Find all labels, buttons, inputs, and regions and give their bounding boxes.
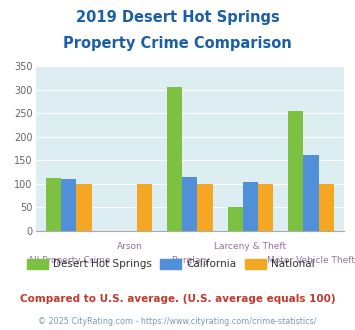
Text: All Property Crime: All Property Crime: [28, 256, 110, 265]
Legend: Desert Hot Springs, California, National: Desert Hot Springs, California, National: [23, 255, 319, 274]
Bar: [46, 178, 61, 231]
Bar: [319, 184, 334, 231]
Text: Property Crime Comparison: Property Crime Comparison: [63, 36, 292, 51]
Text: © 2025 CityRating.com - https://www.cityrating.com/crime-statistics/: © 2025 CityRating.com - https://www.city…: [38, 317, 317, 326]
Bar: [197, 184, 213, 231]
Bar: [137, 184, 152, 231]
Text: 2019 Desert Hot Springs: 2019 Desert Hot Springs: [76, 10, 279, 25]
Bar: [182, 177, 197, 231]
Bar: [243, 182, 258, 231]
Bar: [304, 155, 319, 231]
Bar: [167, 87, 182, 231]
Text: Motor Vehicle Theft: Motor Vehicle Theft: [267, 256, 355, 265]
Bar: [228, 208, 243, 231]
Bar: [76, 184, 92, 231]
Text: Burglary: Burglary: [171, 256, 209, 265]
Bar: [288, 111, 304, 231]
Bar: [61, 179, 76, 231]
Text: Arson: Arson: [116, 242, 142, 251]
Bar: [258, 184, 273, 231]
Text: Compared to U.S. average. (U.S. average equals 100): Compared to U.S. average. (U.S. average …: [20, 294, 335, 304]
Text: Larceny & Theft: Larceny & Theft: [214, 242, 286, 251]
